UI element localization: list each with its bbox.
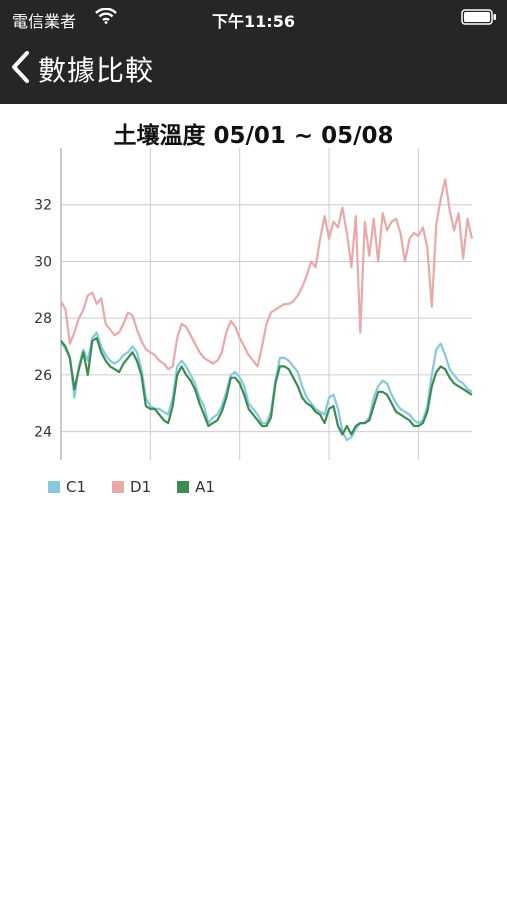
legend-label: A1 — [195, 478, 215, 496]
line-chart: 24 26 28 30 32 — [34, 148, 474, 460]
chart-legend: C1 D1 A1 — [48, 478, 215, 496]
series-line-c1 — [60, 331, 473, 442]
wifi-icon — [95, 7, 117, 28]
series-line-d1 — [60, 178, 474, 371]
carrier-label: 電信業者 — [12, 12, 77, 31]
y-tick-label: 24 — [34, 425, 52, 441]
y-tick-label: 28 — [34, 311, 52, 327]
series-line-a1 — [60, 336, 473, 436]
legend-item-a1: A1 — [177, 478, 215, 496]
y-tick-label: 26 — [34, 368, 52, 384]
nav-title: 數據比較 — [38, 54, 155, 87]
status-bar: 電信業者 下午11:56 — [0, 0, 507, 36]
chart-container: 土壤溫度 05/01 ~ 05/08 24 26 28 30 32 C1 D1 A1 — [0, 104, 507, 524]
back-button[interactable]: 數據比較 — [10, 50, 154, 88]
chevron-left-icon — [10, 50, 30, 88]
battery-icon — [461, 9, 497, 25]
y-tick-label: 32 — [34, 198, 52, 214]
legend-swatch — [48, 481, 60, 493]
chart-title: 土壤溫度 05/01 ~ 05/08 — [113, 123, 394, 149]
legend-item-c1: C1 — [48, 478, 86, 496]
legend-swatch — [177, 481, 190, 493]
legend-label: D1 — [130, 478, 152, 496]
legend-item-d1: D1 — [112, 478, 151, 496]
y-tick-label: 30 — [34, 254, 52, 270]
status-time: 下午11:56 — [212, 12, 295, 31]
navigation-bar: 數據比較 — [0, 36, 507, 104]
legend-label: C1 — [66, 478, 87, 496]
legend-swatch — [112, 481, 125, 493]
